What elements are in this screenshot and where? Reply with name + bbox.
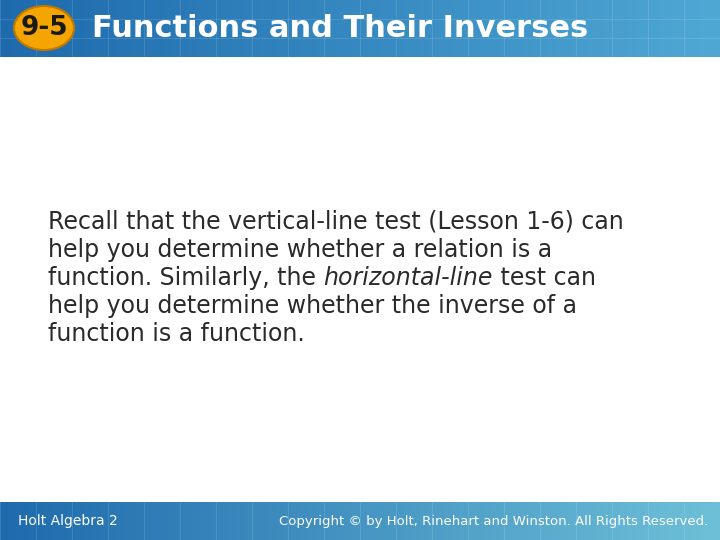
Text: function. Similarly, the: function. Similarly, the (48, 266, 323, 290)
Text: help you determine whether a relation is a: help you determine whether a relation is… (48, 238, 552, 262)
Text: Holt Algebra 2: Holt Algebra 2 (18, 514, 118, 528)
Text: 9-5: 9-5 (20, 15, 68, 41)
Text: Functions and Their Inverses: Functions and Their Inverses (92, 14, 588, 43)
Ellipse shape (14, 6, 74, 50)
Text: test can: test can (493, 266, 596, 290)
Text: Recall that the vertical-line test (Lesson 1-6) can: Recall that the vertical-line test (Less… (48, 210, 624, 234)
Text: function is a function.: function is a function. (48, 322, 305, 346)
Text: horizontal-line: horizontal-line (323, 266, 493, 290)
Text: Copyright © by Holt, Rinehart and Winston. All Rights Reserved.: Copyright © by Holt, Rinehart and Winsto… (279, 515, 708, 528)
Text: help you determine whether the inverse of a: help you determine whether the inverse o… (48, 294, 577, 318)
